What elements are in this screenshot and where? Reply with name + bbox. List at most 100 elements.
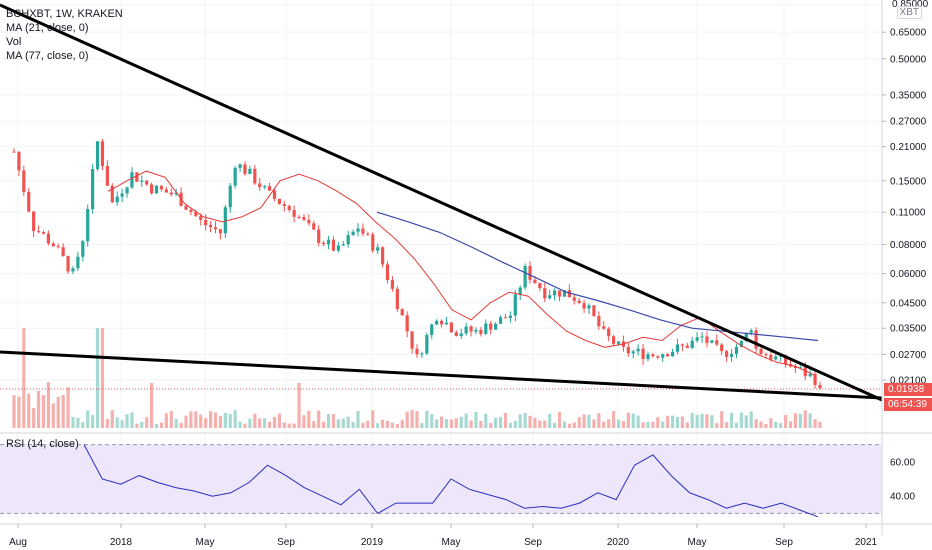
candle-body — [425, 334, 429, 354]
volume-bar — [435, 419, 439, 428]
candle-body — [813, 374, 817, 385]
candle-body — [164, 189, 168, 193]
volume-bar — [626, 412, 630, 428]
candle-body — [233, 167, 237, 186]
candle-body — [680, 344, 684, 346]
volume-bar — [710, 415, 714, 428]
price-unit-badge[interactable]: XBT — [896, 6, 922, 19]
candle-body — [484, 323, 488, 334]
volume-bar — [754, 419, 758, 428]
volume-bar — [341, 418, 345, 428]
volume-bar — [464, 413, 468, 428]
volume-bar — [174, 418, 178, 428]
candle-body — [656, 356, 660, 358]
trendlines — [0, 3, 883, 402]
volume-bar — [641, 422, 645, 428]
volume-bar — [287, 423, 291, 428]
candle-body — [51, 243, 55, 247]
volume-bar — [538, 420, 542, 428]
volume-bar — [557, 411, 562, 428]
candle-body — [76, 256, 80, 269]
volume-bar — [351, 422, 355, 428]
time-tick-label: May — [442, 537, 461, 548]
volume-bar — [32, 408, 36, 428]
volume-bar — [46, 382, 51, 428]
legend-ma-short[interactable]: MA (21, close, 0) — [6, 22, 89, 34]
candle-body — [356, 228, 360, 232]
volume-bar — [405, 411, 409, 428]
legend-symbol[interactable]: BCHXBT, 1W, KRAKEN — [6, 8, 123, 20]
volume-bar — [444, 419, 449, 428]
candle-body — [361, 228, 365, 234]
volume-bar — [400, 419, 404, 428]
candle-body — [459, 333, 463, 336]
time-tick-label: May — [196, 537, 215, 548]
candle-body — [105, 165, 109, 186]
volume-bar — [484, 413, 488, 428]
volume-bar — [803, 410, 807, 428]
candle-body — [611, 336, 616, 344]
candle-body — [12, 151, 16, 153]
candle-body — [739, 341, 743, 347]
volume-bar — [690, 412, 694, 428]
legend-ma-long[interactable]: MA (77, close, 0) — [6, 50, 89, 62]
volume-bar — [282, 422, 286, 428]
rsi-legend: RSI (14, close) — [6, 437, 79, 451]
candle-body — [208, 225, 213, 228]
candle-body — [228, 185, 232, 208]
volume-bar — [818, 421, 822, 428]
candle-body — [651, 354, 655, 357]
candle-body — [597, 316, 601, 327]
candle-body — [715, 340, 719, 345]
legend-volume[interactable]: Vol — [6, 36, 22, 48]
volume-bar — [695, 414, 699, 428]
volume-bar — [582, 414, 586, 428]
candle-body — [336, 245, 340, 251]
volume-bar — [81, 422, 85, 428]
volume-bar — [685, 422, 689, 428]
candle-body — [695, 337, 699, 341]
volume-bar — [774, 421, 778, 428]
candle-body — [666, 354, 670, 357]
candle-body — [27, 191, 31, 212]
candle-body — [120, 193, 124, 197]
candle-body — [818, 384, 822, 389]
volume-bar — [253, 413, 257, 428]
candle-body — [297, 216, 301, 218]
candle-body — [213, 227, 218, 230]
ma-long-line — [376, 211, 819, 342]
volume-bar — [646, 421, 650, 428]
candle-body — [110, 185, 114, 203]
candle-body — [734, 346, 739, 354]
volume-bar — [636, 415, 640, 428]
candle-body — [469, 326, 473, 332]
volume-bar — [272, 416, 277, 428]
volume-bar — [479, 420, 483, 428]
candle-body — [553, 290, 557, 296]
volume-bar — [783, 415, 788, 428]
volume-bar — [395, 423, 399, 428]
last-price-badge: 0.01938 — [884, 383, 932, 396]
candle-body — [238, 164, 242, 168]
rsi-line — [83, 444, 819, 518]
volume-bar — [518, 414, 522, 428]
volume-bar — [322, 421, 326, 428]
legend-rsi[interactable]: RSI (14, close) — [6, 438, 79, 450]
volume-bar — [302, 415, 306, 428]
candle-body — [513, 294, 517, 316]
candle-body — [557, 290, 562, 297]
volume-bar — [439, 416, 444, 428]
price-tick-label: 0.27000 — [890, 117, 927, 128]
volume-bar — [184, 415, 188, 428]
price-tick-label: 0.03500 — [890, 324, 927, 335]
volume-bar — [120, 420, 124, 428]
candle-body — [346, 235, 350, 245]
candle-body — [636, 348, 640, 352]
candle-body — [287, 205, 291, 210]
candle-body — [626, 346, 630, 354]
candle-body — [204, 219, 208, 226]
volume-bar — [258, 418, 262, 428]
candle-body — [194, 211, 198, 217]
candle-body — [533, 279, 537, 284]
volume-bar — [248, 418, 252, 428]
